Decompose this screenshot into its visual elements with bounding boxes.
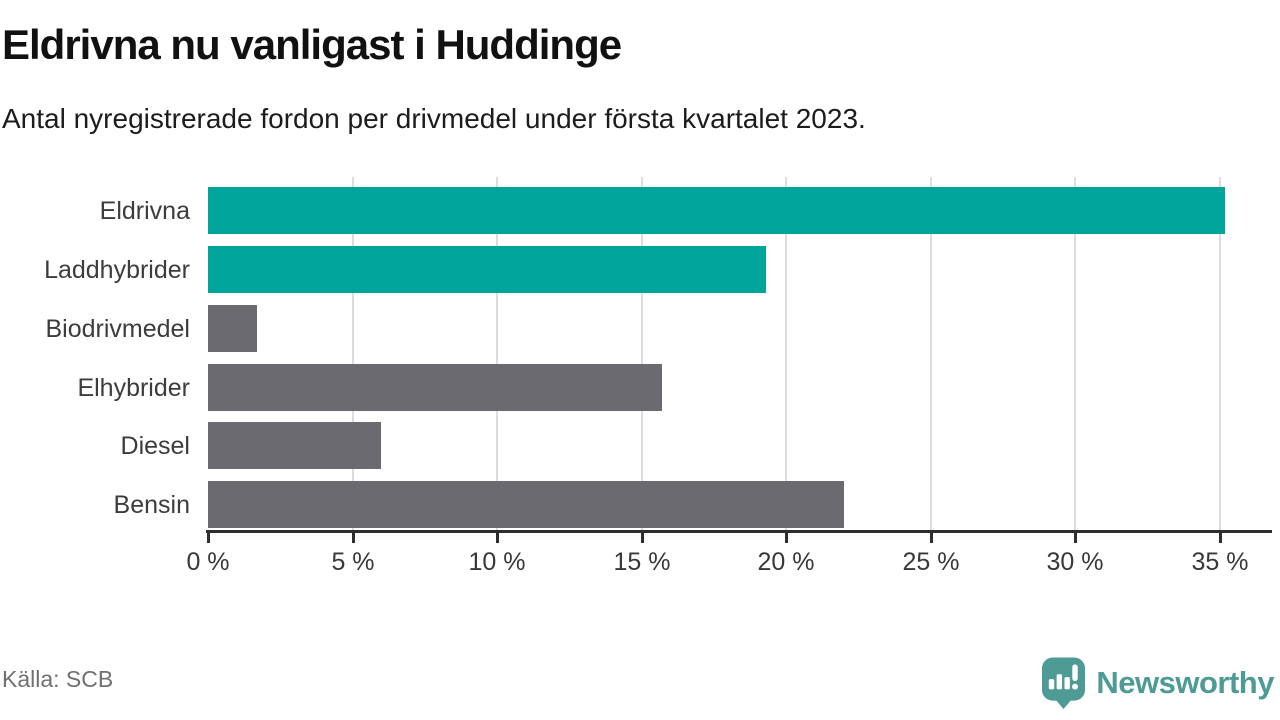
x-axis-tick	[352, 533, 355, 543]
plot-area	[208, 177, 1270, 530]
x-axis-tick	[496, 533, 499, 543]
chart-title: Eldrivna nu vanligast i Huddinge	[2, 21, 622, 68]
x-axis-tick	[785, 533, 788, 543]
gridline	[930, 177, 932, 530]
newsworthy-logo-text: Newsworthy	[1096, 665, 1274, 700]
x-axis-tick-label: 5 %	[331, 548, 375, 576]
bar-bensin	[208, 481, 844, 528]
x-axis-tick-label: 25 %	[902, 548, 960, 576]
category-label: Biodrivmedel	[45, 314, 190, 343]
category-label: Bensin	[113, 490, 190, 519]
x-axis-tick-label: 15 %	[613, 548, 671, 576]
category-label: Elhybrider	[77, 373, 190, 402]
category-label: Laddhybrider	[44, 255, 190, 284]
x-axis-tick-label: 0 %	[186, 548, 230, 576]
gridline	[352, 177, 354, 530]
newsworthy-logo: Newsworthy	[1040, 656, 1274, 710]
bar-laddhybrider	[208, 246, 766, 293]
newsworthy-logo-icon	[1042, 657, 1086, 709]
chart-subtitle: Antal nyregistrerade fordon per drivmede…	[2, 103, 866, 134]
category-label: Eldrivna	[99, 196, 190, 225]
bar-eldrivna	[208, 187, 1225, 234]
gridline	[641, 177, 643, 530]
x-axis-tick	[641, 533, 644, 543]
x-axis-tick	[930, 533, 933, 543]
x-axis-tick	[1219, 533, 1222, 543]
x-axis-tick	[207, 533, 210, 543]
x-axis-tick-label: 35 %	[1191, 548, 1249, 576]
bar-elhybrider	[208, 364, 662, 411]
bar-biodrivmedel	[208, 305, 257, 352]
gridline	[496, 177, 498, 530]
gridline	[1219, 177, 1221, 530]
bar-diesel	[208, 422, 381, 469]
gridline	[1074, 177, 1076, 530]
x-axis-tick	[1074, 533, 1077, 543]
x-axis-tick-label: 30 %	[1046, 548, 1104, 576]
gridline	[785, 177, 787, 530]
source-label: Källa: SCB	[2, 666, 114, 692]
x-axis-tick-label: 20 %	[757, 548, 815, 576]
x-axis-tick-label: 10 %	[468, 548, 526, 576]
category-label: Diesel	[120, 431, 190, 460]
x-axis-line	[206, 530, 1272, 533]
